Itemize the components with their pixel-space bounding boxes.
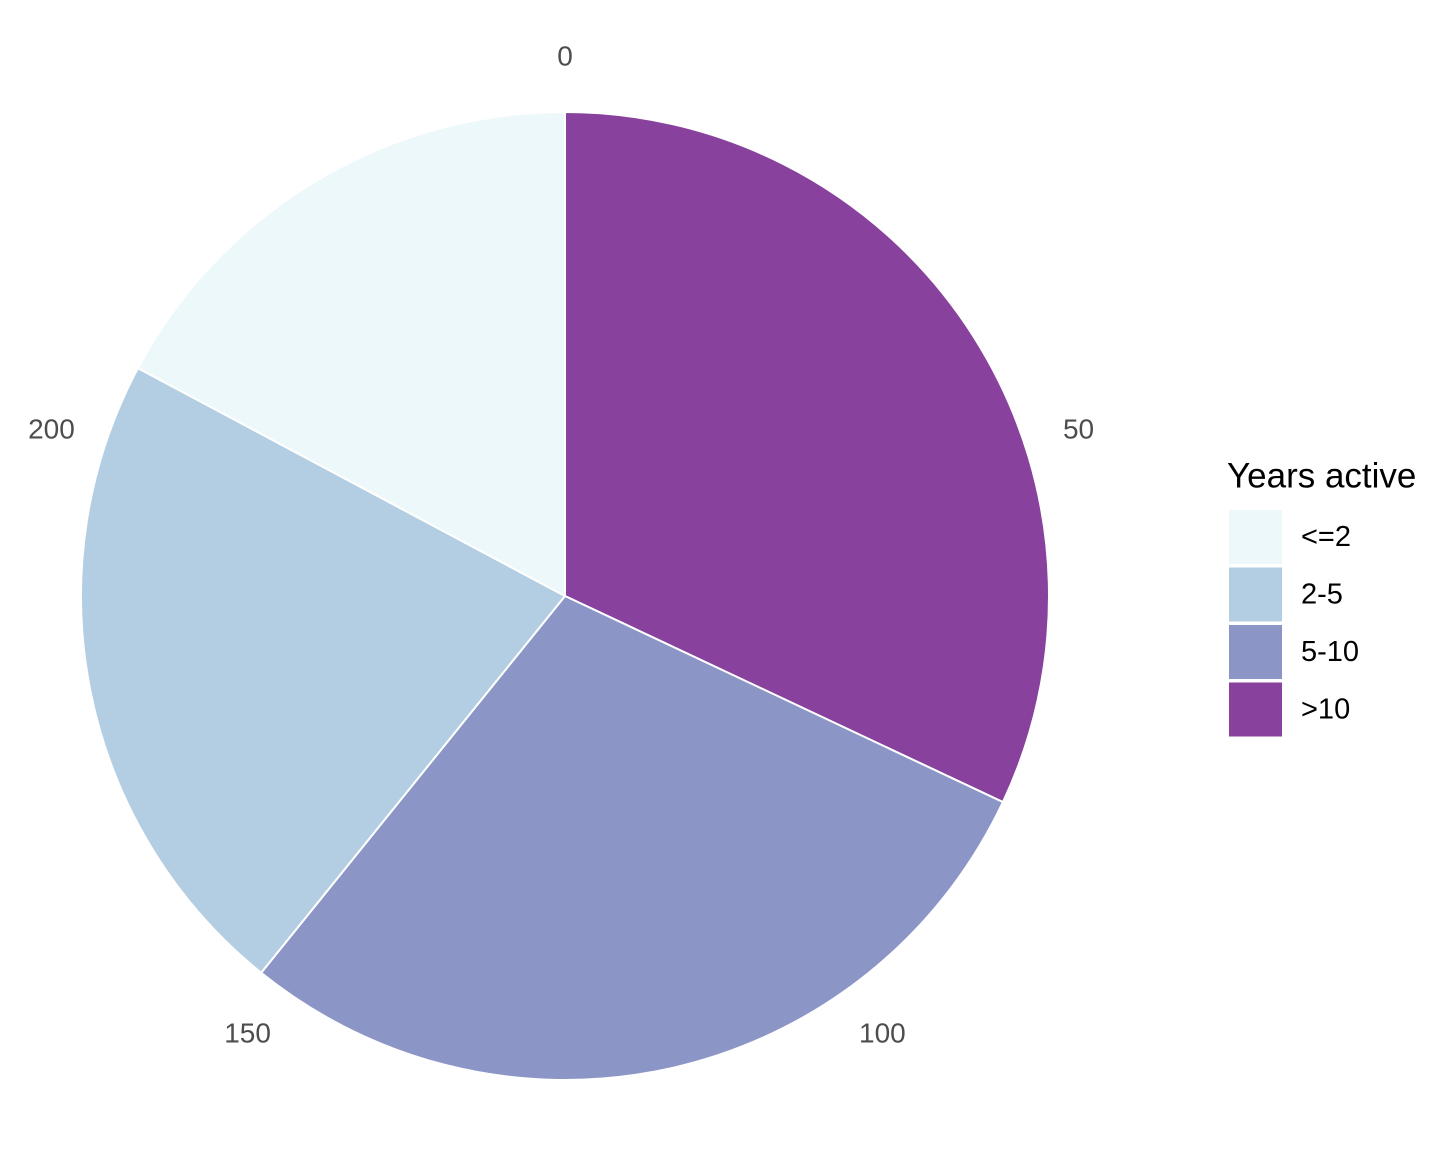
legend-key-swatch [1229, 625, 1282, 679]
legend-entries: <=2 2-5 5-10 >10 [1229, 510, 1359, 737]
pie-slices [80, 110, 1050, 1082]
legend-key-swatch [1229, 682, 1282, 737]
pie-slice-<=2 [136, 110, 566, 598]
legend-key-label: 5-10 [1301, 636, 1359, 668]
legend-key-label: 2-5 [1301, 579, 1343, 611]
legend-key-swatch [1229, 567, 1282, 622]
angle-tick-label: 200 [28, 414, 75, 445]
legend-key-label: >10 [1301, 694, 1350, 726]
pie-slice-2-5 [80, 366, 567, 975]
angle-tick-label: 100 [859, 1017, 906, 1048]
angle-tick-label: 150 [224, 1017, 271, 1048]
legend: Years active <=2 2-5 5-10 >10 [1227, 457, 1416, 737]
legend-key-label: <=2 [1301, 521, 1351, 553]
angle-tick-labels: 0 50 100 150 200 [28, 41, 1094, 1049]
angle-tick-label: 0 [557, 41, 573, 72]
pie-slice-5-10 [259, 594, 1005, 1082]
legend-key-swatch [1229, 510, 1282, 564]
angle-tick-label: 50 [1063, 414, 1094, 445]
pie-slice->10 [564, 110, 1050, 804]
legend-title: Years active [1227, 457, 1416, 496]
